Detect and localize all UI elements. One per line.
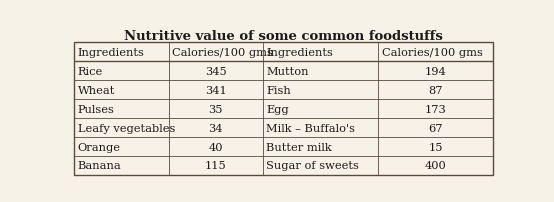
Text: 115: 115 — [205, 161, 227, 171]
Text: Ingredients: Ingredients — [78, 47, 145, 57]
Text: 35: 35 — [208, 104, 223, 114]
Bar — [74, 43, 494, 175]
Text: 15: 15 — [429, 142, 443, 152]
Text: Fish: Fish — [266, 85, 291, 95]
Text: Calories/100 gms: Calories/100 gms — [172, 47, 273, 57]
Text: Orange: Orange — [78, 142, 121, 152]
Text: 345: 345 — [205, 66, 227, 76]
Text: Nutritive value of some common foodstuffs: Nutritive value of some common foodstuff… — [125, 30, 443, 43]
Text: Ingredients: Ingredients — [266, 47, 334, 57]
Text: Mutton: Mutton — [266, 66, 309, 76]
Text: 40: 40 — [208, 142, 223, 152]
Text: 194: 194 — [425, 66, 447, 76]
Text: 87: 87 — [429, 85, 443, 95]
Text: Egg: Egg — [266, 104, 289, 114]
Text: Sugar of sweets: Sugar of sweets — [266, 161, 360, 171]
Text: 400: 400 — [425, 161, 447, 171]
Text: 341: 341 — [205, 85, 227, 95]
Text: Banana: Banana — [78, 161, 121, 171]
Text: Leafy vegetables: Leafy vegetables — [78, 123, 175, 133]
Text: 173: 173 — [425, 104, 447, 114]
Text: Milk – Buffalo's: Milk – Buffalo's — [266, 123, 356, 133]
Text: Wheat: Wheat — [78, 85, 115, 95]
Text: Butter milk: Butter milk — [266, 142, 332, 152]
Text: Pulses: Pulses — [78, 104, 115, 114]
Text: Calories/100 gms: Calories/100 gms — [382, 47, 483, 57]
Text: Rice: Rice — [78, 66, 103, 76]
Text: 34: 34 — [208, 123, 223, 133]
Text: 67: 67 — [429, 123, 443, 133]
